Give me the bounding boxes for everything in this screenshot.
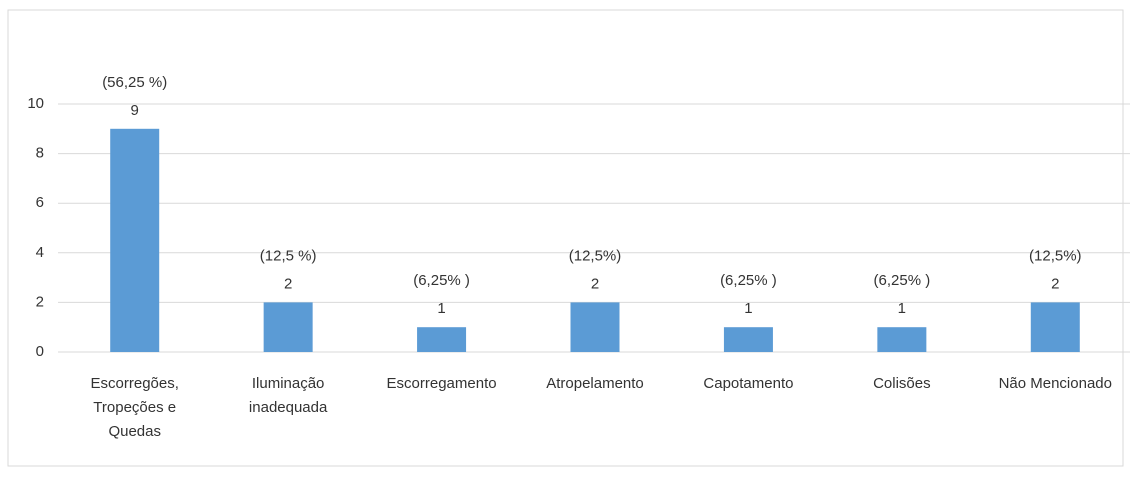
y-tick-label: 10 (27, 95, 44, 112)
x-tick-label: Colisões (873, 375, 931, 392)
x-tick-label: Iluminação inadequada (249, 375, 328, 416)
bar (110, 128, 160, 352)
value-label: 2 (284, 275, 292, 292)
chart-frame (7, 9, 1124, 467)
value-label: 1 (437, 300, 445, 317)
value-label: 2 (1051, 275, 1059, 292)
y-tick-label: 8 (36, 145, 44, 162)
x-tick-label: Capotamento (703, 375, 793, 392)
percent-label: (6,25% ) (413, 272, 470, 289)
value-label: 1 (744, 300, 752, 317)
percent-label: (12,5%) (1029, 247, 1082, 264)
x-tick-label: Escorregamento (387, 375, 497, 392)
y-tick-label: 4 (36, 244, 44, 261)
value-label: 9 (131, 102, 139, 119)
bar (263, 302, 313, 352)
percent-label: (56,25 %) (102, 74, 167, 91)
x-tick-label: Não Mencionado (999, 375, 1112, 392)
bar (1030, 302, 1080, 352)
percent-label: (6,25% ) (720, 272, 777, 289)
bar (417, 327, 467, 352)
y-tick-label: 0 (36, 343, 44, 360)
percent-label: (12,5 %) (260, 247, 317, 264)
percent-label: (6,25% ) (874, 272, 931, 289)
percent-label: (12,5%) (569, 247, 622, 264)
bar (570, 302, 620, 352)
bar (723, 327, 773, 352)
bar (877, 327, 927, 352)
y-tick-label: 6 (36, 194, 44, 211)
value-label: 2 (591, 275, 599, 292)
y-tick-label: 2 (36, 293, 44, 310)
x-tick-label: Atropelamento (546, 375, 644, 392)
value-label: 1 (898, 300, 906, 317)
x-tick-label: Escorregões, Tropeções e Quedas (91, 375, 179, 440)
